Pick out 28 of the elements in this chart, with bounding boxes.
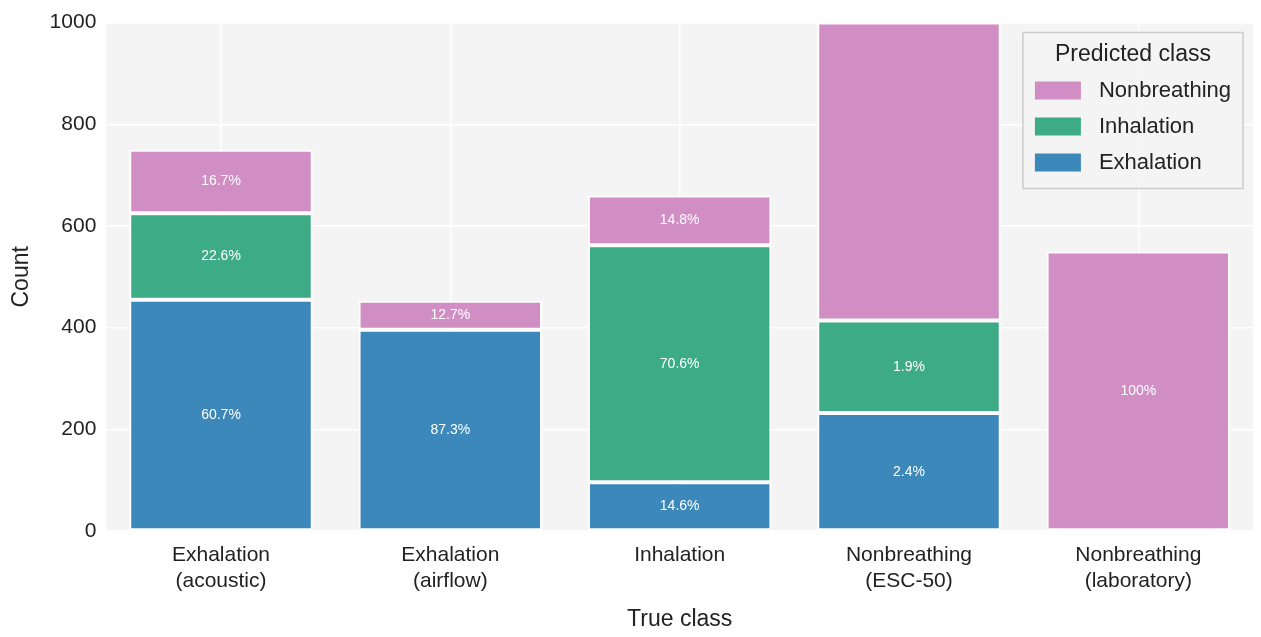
y-tick-label: 400: [61, 314, 97, 338]
y-axis-title: Count: [7, 245, 34, 308]
annotation: 100%: [1120, 382, 1157, 399]
annotation: 12.7%: [430, 306, 471, 323]
y-tick-label: 600: [61, 212, 97, 236]
y-tick-label: 1000: [49, 9, 97, 33]
annotation: 16.7%: [201, 172, 241, 189]
y-tick-label: 800: [61, 111, 97, 135]
x-tick-label: Exhalation (airflow): [401, 542, 500, 591]
annotation: 1.9%: [893, 357, 925, 374]
legend-label: Inhalation: [1098, 112, 1195, 138]
annotation: 2.4%: [893, 462, 925, 479]
x-axis-title: True class: [627, 604, 733, 631]
annotation: 22.6%: [201, 247, 241, 264]
x-tick-label: Nonbreathing (laboratory): [1075, 542, 1202, 591]
y-tick-label: 200: [61, 416, 97, 440]
annotation: 60.7%: [201, 406, 241, 423]
x-tick-label: Nonbreathing (ESC-50): [845, 542, 973, 591]
x-tick-label: Inhalation: [634, 542, 726, 566]
annotation: 87.3%: [430, 421, 471, 438]
annotation: 14.8%: [659, 211, 700, 228]
x-tick-label: Exhalation (acoustic): [171, 542, 271, 591]
annotation: 14.6%: [659, 497, 700, 514]
legend-title: Predicted class: [1054, 39, 1211, 66]
annotation: 70.6%: [659, 354, 700, 371]
legend-label: Nonbreathing: [1098, 76, 1232, 102]
legend-label: Exhalation: [1098, 148, 1202, 174]
y-tick-label: 0: [84, 517, 97, 541]
